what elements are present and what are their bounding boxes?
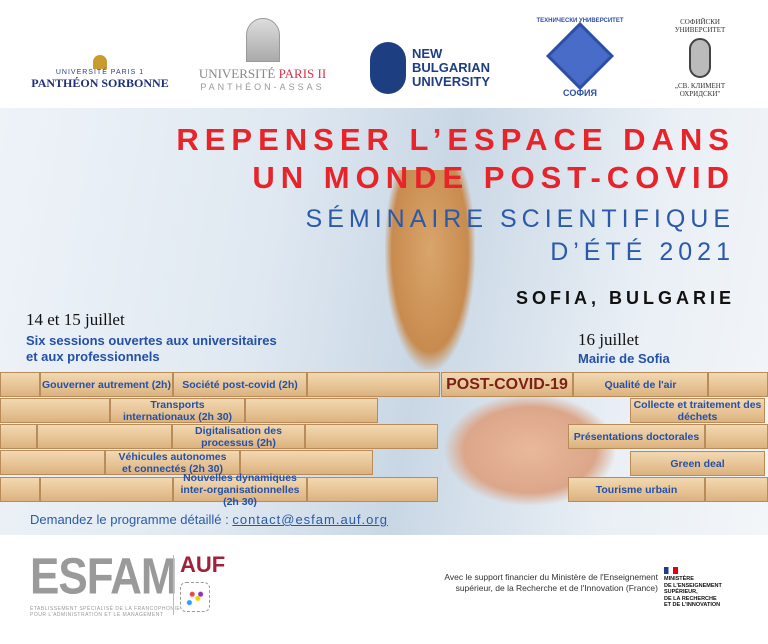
session-block: Collecte et traitement des déchets bbox=[630, 398, 765, 423]
wood-block bbox=[0, 398, 110, 423]
wood-block bbox=[40, 477, 173, 502]
wood-block bbox=[705, 424, 768, 449]
french-flag-icon bbox=[664, 567, 678, 574]
support-text: Avec le support financier du Ministère d… bbox=[444, 572, 658, 593]
right-place: Mairie de Sofia bbox=[578, 351, 670, 366]
location: SOFIA, BULGARIE bbox=[515, 288, 735, 308]
tu-cube-icon bbox=[546, 21, 614, 90]
session-block: Gouverner autrement (2h) bbox=[40, 372, 173, 397]
subtitle-line2: D’ÉTÉ 2021 bbox=[550, 238, 735, 266]
left-desc-1: Six sessions ouvertes aux universitaires bbox=[26, 333, 277, 348]
session-block: Green deal bbox=[630, 451, 765, 476]
wood-block bbox=[0, 372, 40, 397]
session-block: Société post-covid (2h) bbox=[173, 372, 307, 397]
logo-auf: AUF bbox=[180, 552, 225, 612]
wooden-figure-image bbox=[385, 170, 475, 370]
nbu-emblem-icon bbox=[369, 42, 406, 94]
left-desc-2: et aux professionnels bbox=[26, 349, 160, 364]
wood-block bbox=[245, 398, 378, 423]
wood-block bbox=[305, 424, 438, 449]
left-date: 14 et 15 juillet bbox=[26, 310, 125, 329]
logo-paris2: UNIVERSITÉ PARIS II PANTHÉON-ASSAS bbox=[195, 15, 330, 95]
session-block: Qualité de l'air bbox=[573, 372, 708, 397]
logo-sofia-university: СОФИЙСКИ УНИВЕРСИТЕТ „СВ. КЛИМЕНТ ОХРИДСКИ… bbox=[674, 17, 726, 98]
pantheon-dome-icon bbox=[93, 54, 107, 69]
wood-block bbox=[37, 424, 172, 449]
wood-block bbox=[0, 477, 40, 502]
wood-block bbox=[307, 477, 438, 502]
wood-block bbox=[0, 424, 37, 449]
wood-block bbox=[0, 450, 105, 475]
session-block: Véhicules autonomes et connectés (2h 30) bbox=[105, 450, 240, 475]
session-block: Transports internationaux (2h 30) bbox=[110, 398, 245, 423]
right-date: 16 juillet bbox=[578, 330, 639, 349]
saint-portrait-icon bbox=[689, 37, 711, 78]
logo-paris1: UNIVERSITÉ PARIS 1 PANTHÉON SORBONNE bbox=[30, 50, 170, 95]
title-line1: REPENSER L’ESPACE DANS bbox=[176, 122, 735, 157]
contact-line: Demandez le programme détaillé : contact… bbox=[30, 512, 388, 527]
divider bbox=[173, 555, 174, 615]
post-covid-block: POST-COVID-19 bbox=[441, 372, 573, 397]
contact-email-link[interactable]: contact@esfam.auf.org bbox=[232, 512, 388, 527]
title-line2: UN MONDE POST-COVID bbox=[252, 160, 735, 195]
logo-nbu: NEW BULGARIAN UNIVERSITY bbox=[360, 38, 500, 98]
pantheon-building-icon bbox=[245, 18, 280, 62]
logo-esfam: ESFAM ÉTABLISSEMENT SPÉCIALISÉ DE LA FRA… bbox=[30, 548, 181, 618]
session-block: Tourisme urbain bbox=[568, 477, 705, 502]
wood-block bbox=[705, 477, 768, 502]
session-block: Présentations doctorales bbox=[568, 424, 705, 449]
session-block: Nouvelles dynamiques inter-organisationn… bbox=[173, 472, 307, 508]
logo-ministry: MINISTÈRE DE L'ENSEIGNEMENT SUPÉRIEUR, DE L… bbox=[664, 567, 722, 609]
subtitle-line1: SÉMINAIRE SCIENTIFIQUE bbox=[305, 205, 735, 233]
wood-block bbox=[240, 450, 373, 475]
wood-block bbox=[307, 372, 440, 397]
wood-block bbox=[708, 372, 768, 397]
logo-technical-university: ТЕХНИЧЕСКИ УНИВЕРСИТЕТ СОФИЯ bbox=[536, 17, 624, 98]
globe-network-icon bbox=[180, 582, 210, 612]
session-block: Digitalisation des processus (2h) bbox=[172, 424, 305, 449]
